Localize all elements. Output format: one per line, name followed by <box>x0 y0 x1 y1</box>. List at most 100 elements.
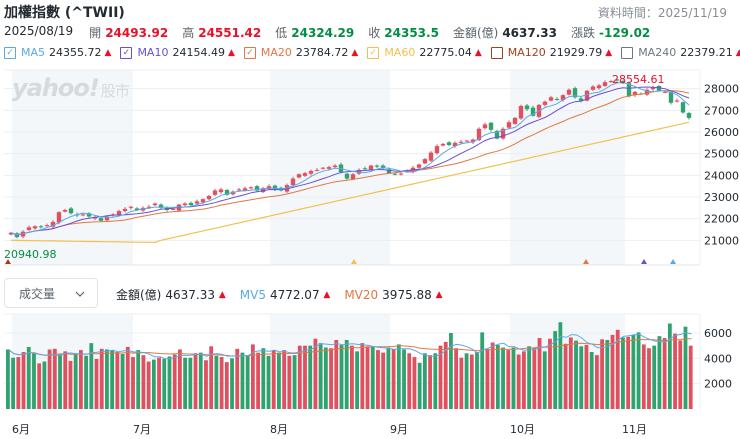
candle-body <box>134 208 140 210</box>
month-band <box>510 70 625 265</box>
candle-body <box>674 100 680 102</box>
candle-body <box>152 203 158 206</box>
ma-toggle-ma20[interactable]: ✓ MA20 23784.72 ▲ <box>243 46 358 59</box>
ma-value: 22379.21 <box>680 46 733 59</box>
candle-body <box>374 165 380 167</box>
volume-bar <box>105 349 109 409</box>
ma-toggle-ma5[interactable]: ✓ MA5 24355.72 ▲ <box>4 46 111 59</box>
volume-bar <box>381 352 386 409</box>
candle-body <box>494 130 500 139</box>
checkbox-checked-icon[interactable]: ✓ <box>4 46 16 59</box>
candle-body <box>104 216 110 221</box>
y-tick-label: 22000 <box>704 213 739 226</box>
indicator-selector-label: 成交量 <box>19 286 56 301</box>
candle-body <box>428 152 434 161</box>
candle-body <box>668 91 674 103</box>
candle-body <box>422 159 428 164</box>
volume-bar <box>230 358 234 409</box>
candle-body <box>434 146 440 154</box>
volume-bar <box>11 357 16 409</box>
indicator-selector[interactable]: 成交量 <box>4 278 98 308</box>
volume-bar <box>428 355 432 409</box>
candle-body <box>614 79 620 81</box>
low-label: 低 <box>275 26 288 40</box>
volume-bar <box>204 360 208 409</box>
candle-body <box>596 85 602 89</box>
candle-body <box>644 89 650 95</box>
close-value: 24353.5 <box>384 26 439 40</box>
x-tick-label: 7月 <box>133 423 151 436</box>
volume-bar <box>449 333 453 409</box>
ma-toggle-ma120[interactable]: MA120 21929.79 ▲ <box>490 46 612 59</box>
volume-bar <box>376 350 380 409</box>
candle-body <box>500 128 506 139</box>
volume-bar <box>63 351 68 409</box>
volume-bar <box>688 345 693 409</box>
ma20-line <box>10 90 690 236</box>
checkbox-unchecked-icon[interactable] <box>621 46 634 59</box>
min-price-annotation: 20940.98 <box>4 248 57 261</box>
candle-body <box>38 226 44 228</box>
volume-bar <box>193 353 198 409</box>
close-label: 收 <box>368 26 381 40</box>
candle-body <box>26 227 32 231</box>
candle-body <box>548 97 554 101</box>
candle-body <box>440 143 446 146</box>
volume-bar <box>422 353 427 409</box>
mv20-value: 3975.88 <box>382 287 432 302</box>
candle-body <box>182 203 188 206</box>
candle-body <box>608 81 614 83</box>
volume-bar <box>120 353 125 409</box>
data-time: 資料時間：2025/11/19 <box>597 6 727 20</box>
mv20-line <box>8 338 692 357</box>
volume-bar <box>636 332 641 409</box>
candle-body <box>170 208 176 210</box>
volume-bar <box>323 347 328 409</box>
volume-bar <box>115 352 120 409</box>
checkbox-checked-icon[interactable]: ✓ <box>120 46 133 59</box>
ma-toggle-ma240[interactable]: MA240 22379.21 ▲ <box>621 46 740 59</box>
candle-body <box>362 168 368 170</box>
volume-bar <box>303 345 307 409</box>
x-tick-label: 8月 <box>270 423 288 436</box>
candle-body <box>398 173 404 175</box>
volume-bar <box>495 345 500 409</box>
checkbox-checked-icon[interactable]: ✓ <box>243 46 256 59</box>
volume-bar <box>42 361 47 409</box>
candle-body <box>626 83 632 97</box>
volume-bar <box>370 346 375 409</box>
volume-bar <box>417 362 422 409</box>
volume-bar <box>52 348 57 409</box>
volume-bar <box>136 350 141 409</box>
checkbox-unchecked-icon[interactable] <box>490 46 503 59</box>
candle-body <box>200 199 206 203</box>
candle-body <box>542 101 548 105</box>
volume-bar <box>412 357 417 409</box>
volume-bar <box>344 339 349 409</box>
candle-body <box>308 171 314 174</box>
candle-body <box>572 88 578 98</box>
volume-bar <box>464 353 469 409</box>
volume-bar <box>610 334 615 409</box>
volume-bar <box>146 361 151 409</box>
y-tick-label: 4000 <box>704 352 732 365</box>
volume-bar <box>329 348 333 409</box>
candle-body <box>146 206 152 208</box>
candle-body <box>320 167 326 169</box>
ma-toggle-ma60[interactable]: ✓ MA60 22775.04 ▲ <box>367 46 482 59</box>
checkbox-checked-icon[interactable]: ✓ <box>367 46 380 59</box>
candle-body <box>584 90 590 101</box>
volume-bar <box>574 340 578 409</box>
volume-bar <box>125 346 130 409</box>
change-value: -129.02 <box>598 26 651 40</box>
volume-bar <box>334 339 339 409</box>
candle-body <box>482 124 488 129</box>
candle-body <box>680 102 686 113</box>
candle-body <box>332 165 338 168</box>
ma-toggle-ma10[interactable]: ✓ MA10 24154.49 ▲ <box>120 46 235 59</box>
candle-body <box>158 204 164 208</box>
up-triangle-icon: ▲ <box>474 47 482 58</box>
ma-value: 23784.72 <box>295 46 349 59</box>
volume-bar <box>308 345 313 409</box>
